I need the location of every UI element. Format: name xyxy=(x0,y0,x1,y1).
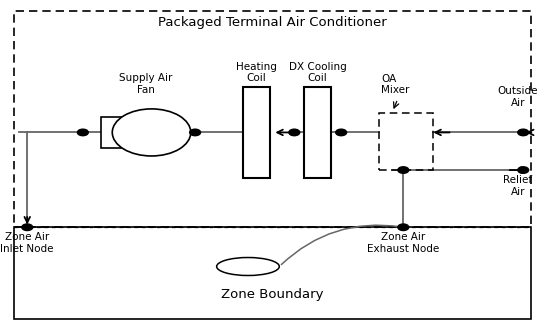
Circle shape xyxy=(289,129,300,136)
Text: Heating
Coil: Heating Coil xyxy=(235,62,276,83)
Bar xyxy=(14,227,531,319)
Circle shape xyxy=(22,224,33,231)
Circle shape xyxy=(190,129,201,136)
Circle shape xyxy=(518,167,529,173)
Text: DX Cooling
Coil: DX Cooling Coil xyxy=(289,62,347,83)
Circle shape xyxy=(112,109,191,156)
Text: Packaged Terminal Air Conditioner: Packaged Terminal Air Conditioner xyxy=(158,16,387,29)
Bar xyxy=(101,117,122,148)
Bar xyxy=(304,87,331,178)
Circle shape xyxy=(77,129,88,136)
Text: Outside
Air: Outside Air xyxy=(498,86,538,108)
Text: OA
Mixer: OA Mixer xyxy=(382,74,410,95)
Text: Zone Boundary: Zone Boundary xyxy=(221,288,324,301)
Circle shape xyxy=(518,129,529,136)
Ellipse shape xyxy=(217,258,280,275)
Text: Supply Air
Fan: Supply Air Fan xyxy=(119,73,173,95)
Text: Relief
Air: Relief Air xyxy=(503,175,532,197)
Bar xyxy=(379,113,433,170)
Circle shape xyxy=(398,224,409,231)
Text: Zone Air
Inlet Node: Zone Air Inlet Node xyxy=(1,232,54,254)
Bar xyxy=(243,87,270,178)
Text: Thermostat: Thermostat xyxy=(220,262,276,271)
Bar xyxy=(14,11,531,227)
Circle shape xyxy=(336,129,347,136)
Circle shape xyxy=(398,167,409,173)
Text: Zone Air
Exhaust Node: Zone Air Exhaust Node xyxy=(367,232,439,254)
